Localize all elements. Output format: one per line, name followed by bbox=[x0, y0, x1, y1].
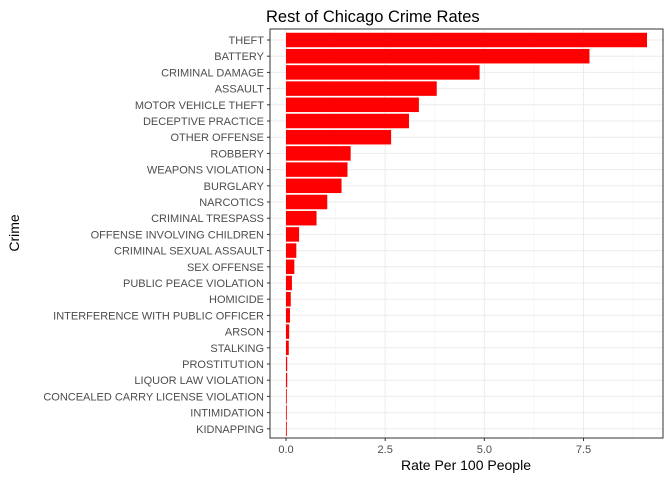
bars bbox=[286, 32, 647, 437]
bar-offense-involving-children bbox=[286, 227, 300, 242]
x-tick-label: 5.0 bbox=[477, 444, 492, 456]
y-tick-label: BURGLARY bbox=[204, 181, 265, 193]
y-tick-label: NARCOTICS bbox=[199, 197, 264, 209]
x-axis: 0.0 2.5 5.0 7.5 bbox=[278, 438, 591, 456]
y-axis-title: Crime bbox=[6, 214, 22, 252]
bar-homicide bbox=[286, 291, 291, 307]
y-tick-label: HOMICIDE bbox=[209, 294, 264, 306]
bar-intimidation bbox=[286, 405, 287, 420]
chart-title: Rest of Chicago Crime Rates bbox=[266, 8, 480, 26]
bar-kidnapping bbox=[286, 421, 287, 437]
bar-criminal-damage bbox=[286, 65, 480, 80]
y-axis: THEFT BATTERY CRIMINAL DAMAGE ASSAULT MOTOR … bbox=[43, 35, 270, 436]
bar-battery bbox=[286, 48, 590, 64]
y-tick-label: BATTERY bbox=[214, 51, 264, 63]
y-tick-label: LIQUOR LAW VIOLATION bbox=[134, 375, 264, 387]
panel-border bbox=[269, 28, 664, 439]
bar-stalking bbox=[286, 340, 289, 356]
bar-criminal-trespass bbox=[286, 210, 317, 226]
bar-motor-vehicle-theft bbox=[286, 97, 419, 113]
y-tick-label: MOTOR VEHICLE THEFT bbox=[135, 100, 264, 112]
x-tick-label: 7.5 bbox=[576, 444, 591, 456]
y-tick-label: STALKING bbox=[210, 343, 264, 355]
y-tick-label: CRIMINAL DAMAGE bbox=[161, 67, 264, 79]
bar-sex-offense bbox=[286, 259, 295, 275]
bar-concealed-carry-license-violation bbox=[286, 389, 287, 404]
x-axis-title: Rate Per 100 People bbox=[401, 457, 531, 473]
y-tick-label: DECEPTIVE PRACTICE bbox=[143, 116, 264, 128]
bar-public-peace-violation bbox=[286, 275, 292, 291]
bar-narcotics bbox=[286, 194, 328, 210]
bar-prostitution bbox=[286, 356, 288, 372]
y-tick-label: PUBLIC PEACE VIOLATION bbox=[123, 278, 264, 290]
y-tick-label: PROSTITUTION bbox=[182, 359, 264, 371]
bar-interference-with-public-officer bbox=[286, 308, 290, 323]
bar-assault bbox=[286, 81, 437, 96]
bar-theft bbox=[286, 32, 647, 48]
x-tick-label: 2.5 bbox=[378, 444, 393, 456]
y-tick-label: CRIMINAL TRESPASS bbox=[151, 213, 264, 225]
bar-deceptive-practice bbox=[286, 113, 409, 129]
y-tick-label: WEAPONS VIOLATION bbox=[147, 165, 264, 177]
y-tick-label: INTERFERENCE WITH PUBLIC OFFICER bbox=[53, 310, 264, 322]
y-tick-label: ROBBERY bbox=[210, 148, 264, 160]
bar-other-offense bbox=[286, 129, 392, 145]
y-tick-label: KIDNAPPING bbox=[196, 424, 264, 436]
y-tick-label: CONCEALED CARRY LICENSE VIOLATION bbox=[43, 391, 264, 403]
bar-liquor-law-violation bbox=[286, 372, 288, 388]
bar-arson bbox=[286, 324, 290, 339]
bar-weapons-violation bbox=[286, 162, 348, 177]
y-tick-label: INTIMIDATION bbox=[190, 408, 264, 420]
bar-robbery bbox=[286, 146, 351, 161]
y-tick-label: ARSON bbox=[225, 327, 264, 339]
bar-criminal-sexual-assault bbox=[286, 243, 297, 258]
y-tick-label: OTHER OFFENSE bbox=[170, 132, 264, 144]
y-tick-label: SEX OFFENSE bbox=[187, 262, 264, 274]
bar-burglary bbox=[286, 178, 342, 194]
y-tick-label: ASSAULT bbox=[215, 84, 265, 96]
y-tick-label: OFFENSE INVOLVING CHILDREN bbox=[91, 229, 264, 241]
y-tick-label: THEFT bbox=[229, 35, 265, 47]
y-tick-label: CRIMINAL SEXUAL ASSAULT bbox=[114, 246, 264, 258]
x-tick-label: 0.0 bbox=[278, 444, 293, 456]
